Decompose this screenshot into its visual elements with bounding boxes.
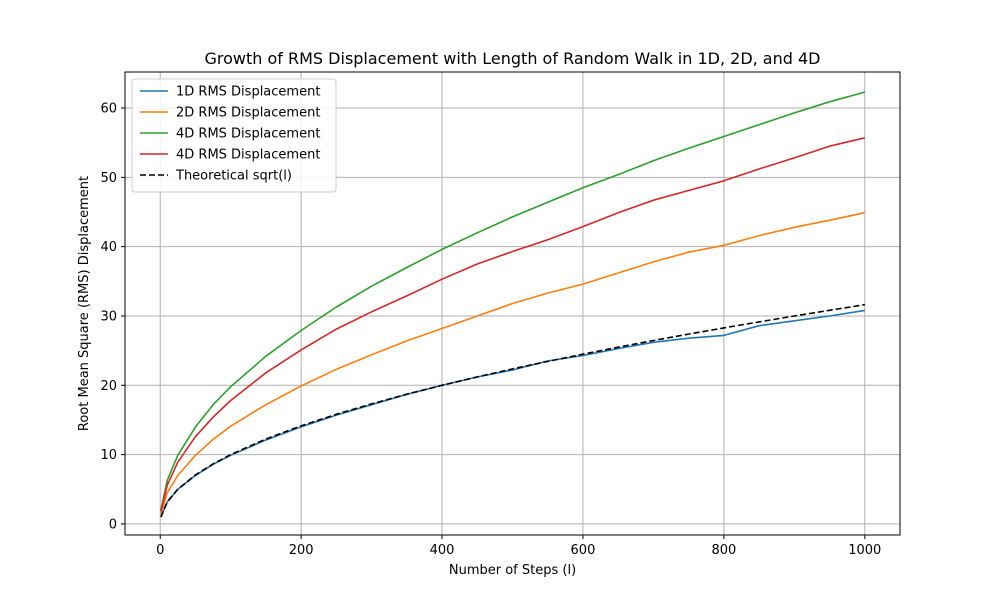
y-tick-label: 10 — [100, 448, 117, 463]
series-lines — [160, 91, 866, 518]
legend-label-1: 2D RMS Displacement — [176, 106, 320, 121]
legend: 1D RMS Displacement 2D RMS Displacement 4D… — [131, 78, 337, 193]
plot-frame — [124, 71, 901, 536]
series-line-0 — [160, 309, 865, 518]
y-tick-label: 0 — [109, 517, 117, 532]
legend-label-0: 1D RMS Displacement — [176, 85, 320, 100]
x-axis-label: Number of Steps (l) — [449, 563, 576, 578]
y-tick-label: 40 — [100, 240, 117, 255]
series-line-4 — [160, 303, 865, 518]
series-line-2 — [160, 91, 866, 511]
x-tick-label: 200 — [289, 543, 314, 558]
legend-label-4: Theoretical sqrt(l) — [175, 169, 292, 184]
x-tick-label: 1000 — [848, 543, 881, 558]
series-line-3 — [160, 137, 865, 512]
y-tick-label: 20 — [100, 379, 117, 394]
y-tick-label: 60 — [100, 102, 117, 117]
legend-label-3: 4D RMS Displacement — [176, 148, 320, 163]
x-tick-label: 400 — [430, 543, 455, 558]
series-line-1 — [160, 211, 865, 515]
chart-title: Growth of RMS Displacement with Length o… — [205, 49, 821, 68]
legend-label-2: 4D RMS Displacement — [176, 127, 320, 142]
axis-ticks: 0 200 400 600 800 1000 0 10 20 30 40 50 60 — [100, 102, 881, 558]
legend-box — [131, 78, 337, 193]
y-tick-label: 50 — [100, 171, 117, 186]
x-tick-label: 800 — [711, 543, 736, 558]
y-axis-label: Root Mean Square (RMS) Displacement — [77, 176, 92, 431]
x-tick-label: 600 — [571, 543, 596, 558]
x-tick-label: 0 — [156, 543, 164, 558]
y-tick-label: 30 — [100, 309, 117, 324]
